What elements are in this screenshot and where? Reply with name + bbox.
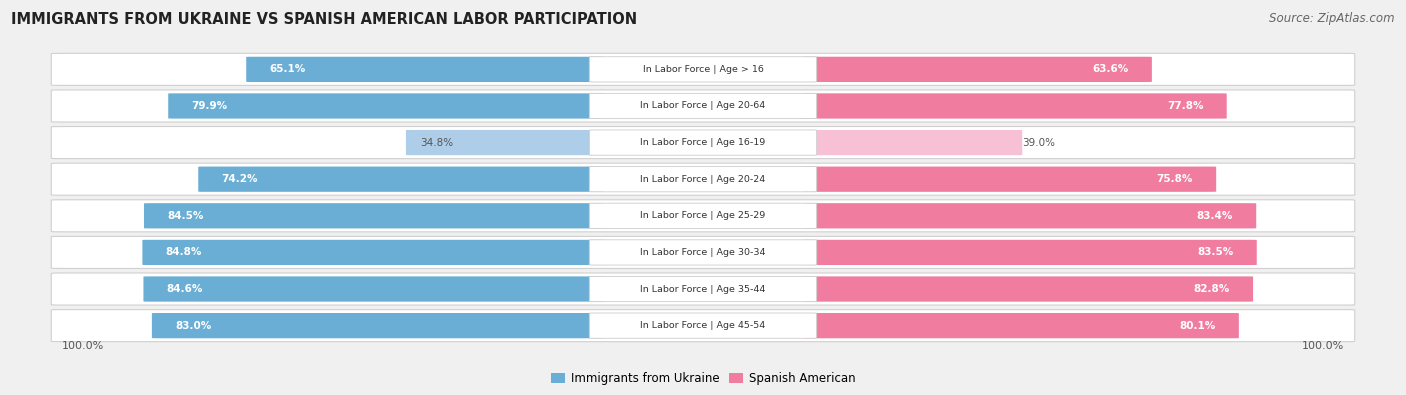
FancyBboxPatch shape [803,57,1152,82]
FancyBboxPatch shape [169,93,603,118]
FancyBboxPatch shape [589,57,817,82]
Text: 75.8%: 75.8% [1156,174,1192,184]
FancyBboxPatch shape [51,236,1355,269]
Text: 100.0%: 100.0% [1302,341,1344,351]
Text: 74.2%: 74.2% [222,174,259,184]
Text: 34.8%: 34.8% [420,137,453,148]
FancyBboxPatch shape [803,276,1253,302]
Text: In Labor Force | Age 25-29: In Labor Force | Age 25-29 [640,211,766,220]
Text: In Labor Force | Age 35-44: In Labor Force | Age 35-44 [640,284,766,293]
Text: 79.9%: 79.9% [191,101,228,111]
FancyBboxPatch shape [589,93,817,118]
FancyBboxPatch shape [143,276,603,302]
Text: IMMIGRANTS FROM UKRAINE VS SPANISH AMERICAN LABOR PARTICIPATION: IMMIGRANTS FROM UKRAINE VS SPANISH AMERI… [11,12,637,27]
FancyBboxPatch shape [589,130,817,155]
Text: In Labor Force | Age 45-54: In Labor Force | Age 45-54 [640,321,766,330]
FancyBboxPatch shape [198,167,603,192]
FancyBboxPatch shape [51,310,1355,342]
Text: In Labor Force | Age 20-64: In Labor Force | Age 20-64 [640,102,766,111]
FancyBboxPatch shape [142,240,603,265]
Text: 77.8%: 77.8% [1167,101,1204,111]
FancyBboxPatch shape [589,313,817,338]
Text: In Labor Force | Age 20-24: In Labor Force | Age 20-24 [640,175,766,184]
Text: 82.8%: 82.8% [1194,284,1230,294]
FancyBboxPatch shape [589,276,817,302]
FancyBboxPatch shape [803,93,1226,118]
FancyBboxPatch shape [406,130,603,155]
Text: In Labor Force | Age 30-34: In Labor Force | Age 30-34 [640,248,766,257]
FancyBboxPatch shape [803,203,1256,228]
FancyBboxPatch shape [152,313,603,338]
Text: Source: ZipAtlas.com: Source: ZipAtlas.com [1270,12,1395,25]
Text: 84.5%: 84.5% [167,211,204,221]
FancyBboxPatch shape [589,167,817,192]
FancyBboxPatch shape [143,203,603,228]
Text: 65.1%: 65.1% [270,64,307,74]
Text: 100.0%: 100.0% [62,341,104,351]
Text: 83.0%: 83.0% [176,321,211,331]
Text: In Labor Force | Age 16-19: In Labor Force | Age 16-19 [640,138,766,147]
Text: 84.6%: 84.6% [167,284,204,294]
Text: 84.8%: 84.8% [166,247,202,258]
FancyBboxPatch shape [51,53,1355,85]
FancyBboxPatch shape [51,163,1355,195]
FancyBboxPatch shape [803,240,1257,265]
Text: 83.5%: 83.5% [1197,247,1233,258]
Text: In Labor Force | Age > 16: In Labor Force | Age > 16 [643,65,763,74]
FancyBboxPatch shape [589,240,817,265]
FancyBboxPatch shape [51,90,1355,122]
FancyBboxPatch shape [803,130,1022,155]
Text: 80.1%: 80.1% [1180,321,1215,331]
Legend: Immigrants from Ukraine, Spanish American: Immigrants from Ukraine, Spanish America… [546,367,860,390]
FancyBboxPatch shape [51,126,1355,159]
Text: 83.4%: 83.4% [1197,211,1233,221]
Text: 39.0%: 39.0% [1022,137,1056,148]
FancyBboxPatch shape [803,167,1216,192]
FancyBboxPatch shape [803,313,1239,338]
FancyBboxPatch shape [51,200,1355,232]
FancyBboxPatch shape [246,57,603,82]
FancyBboxPatch shape [51,273,1355,305]
Text: 63.6%: 63.6% [1092,64,1129,74]
FancyBboxPatch shape [589,203,817,228]
